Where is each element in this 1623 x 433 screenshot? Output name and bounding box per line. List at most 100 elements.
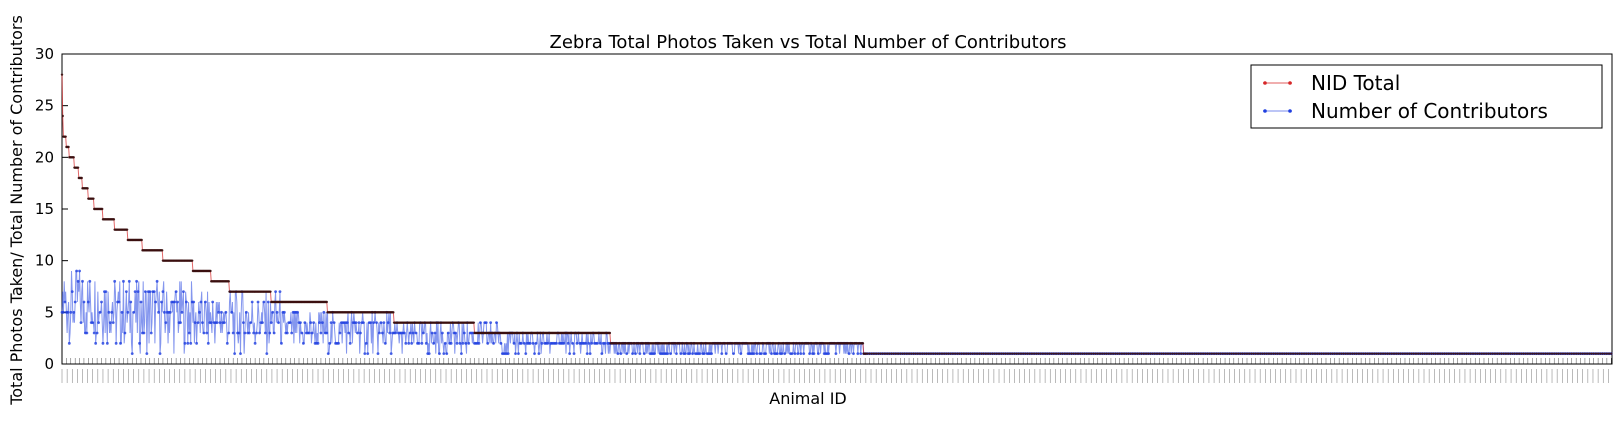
nid-point: [927, 352, 930, 355]
contributors-point: [427, 352, 431, 356]
nid-point: [1300, 352, 1304, 355]
nid-point: [1122, 352, 1126, 355]
nid-point: [984, 352, 988, 355]
nid-point: [1515, 352, 1519, 355]
nid-point: [1247, 352, 1251, 355]
contributors-point: [528, 341, 532, 345]
nid-point: [1434, 352, 1437, 355]
y-tick-label: 5: [44, 303, 54, 321]
nid-point: [1294, 352, 1297, 355]
nid-point: [191, 259, 194, 262]
contributors-point: [720, 352, 724, 356]
contributors-point: [280, 341, 283, 345]
nid-point: [888, 352, 891, 355]
nid-point: [1085, 352, 1089, 355]
nid-point: [940, 352, 944, 355]
nid-point: [1201, 352, 1205, 355]
contributors-point: [847, 352, 851, 356]
contributors-point: [255, 331, 258, 335]
contributors-point: [376, 352, 380, 356]
nid-point: [1524, 352, 1527, 355]
contributors-point: [247, 331, 251, 335]
contributors-point: [380, 331, 384, 335]
nid-point: [894, 352, 898, 355]
contributors-point: [454, 331, 457, 335]
nid-point: [1138, 352, 1141, 355]
nid-point: [962, 352, 966, 355]
nid-point: [1480, 352, 1484, 355]
nid-point: [986, 352, 990, 355]
nid-point: [1555, 352, 1558, 355]
contributors-point: [732, 352, 735, 356]
contributors-point: [269, 321, 273, 325]
contributors-point: [163, 310, 166, 314]
contributors-point: [135, 279, 139, 283]
nid-point: [1351, 352, 1354, 355]
nid-point: [1175, 352, 1178, 355]
nid-point: [1522, 352, 1525, 355]
nid-point: [1195, 352, 1198, 355]
contributors-point: [540, 341, 544, 345]
contributors-point: [143, 290, 147, 294]
nid-point: [1256, 352, 1260, 355]
nid-point: [1520, 352, 1523, 355]
nid-point: [1316, 352, 1319, 355]
nid-point: [1493, 352, 1497, 355]
nid-point: [1241, 352, 1244, 355]
contributors-point: [326, 352, 330, 356]
nid-point: [1359, 352, 1363, 355]
nid-point: [1414, 352, 1418, 355]
contributors-point: [698, 352, 702, 356]
nid-point: [209, 269, 212, 273]
contributors-point: [366, 352, 370, 356]
contributors-point: [72, 310, 76, 314]
contributors-point: [321, 321, 324, 325]
nid-point: [1465, 352, 1468, 355]
contributors-point: [414, 331, 418, 335]
nid-point: [1333, 352, 1336, 355]
legend-box: [1250, 64, 1603, 129]
contributors-point: [250, 300, 254, 304]
nid-point: [918, 352, 922, 355]
nid-point: [1239, 352, 1242, 355]
contributors-point: [192, 300, 196, 304]
contributors-point: [66, 310, 70, 314]
nid-point: [1234, 352, 1238, 355]
contributors-point: [110, 310, 114, 314]
nid-point: [1366, 352, 1369, 355]
contributors-point: [211, 300, 215, 304]
contributors-point: [638, 352, 642, 356]
contributors-point: [154, 300, 158, 304]
nid-point: [971, 352, 974, 355]
nid-point: [1083, 352, 1086, 355]
contributors-point: [587, 341, 591, 345]
contributors-point: [514, 352, 517, 356]
nid-point: [1335, 352, 1339, 355]
nid-point: [1054, 352, 1058, 355]
nid-point: [1441, 352, 1444, 355]
nid-point: [1223, 352, 1227, 355]
contributors-point: [585, 352, 589, 356]
nid-point: [1563, 352, 1567, 355]
contributors-point: [249, 321, 253, 325]
nid-point: [1344, 352, 1347, 355]
nid-point: [1144, 352, 1148, 355]
nid-point: [1491, 352, 1494, 355]
contributors-point: [231, 331, 235, 335]
nid-point: [1447, 352, 1451, 355]
contributors-point: [440, 331, 444, 335]
contributors-point: [590, 341, 593, 345]
nid-point: [1548, 352, 1552, 355]
contributors-point: [506, 352, 510, 356]
contributors-point: [455, 341, 459, 345]
nid-point: [1423, 352, 1426, 355]
contributors-point: [75, 269, 79, 273]
nid-point: [980, 352, 983, 355]
contributors-point: [62, 310, 65, 314]
contributors-point: [225, 341, 229, 345]
contributors-point: [619, 352, 623, 356]
nid-point: [1048, 352, 1051, 355]
nid-point: [1482, 352, 1486, 355]
nid-point: [921, 352, 924, 355]
nid-point: [964, 352, 968, 355]
